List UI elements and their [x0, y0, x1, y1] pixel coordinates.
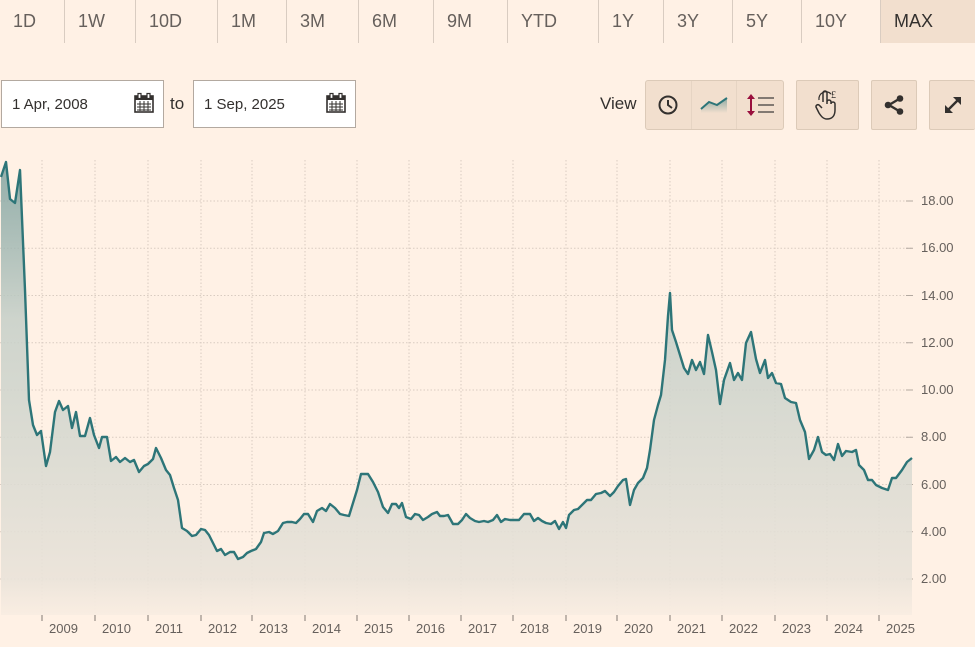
x-tick-label: 2016: [416, 621, 445, 636]
share-icon: [884, 95, 904, 115]
x-tick-label: 2021: [677, 621, 706, 636]
x-tick-label: 2012: [208, 621, 237, 636]
range-tab-9m[interactable]: 9M: [434, 0, 508, 43]
clock-icon: [658, 95, 678, 115]
from-date-value: 1 Apr, 2008: [12, 95, 88, 113]
x-tick-label: 2025: [886, 621, 915, 636]
x-tick-label: 2010: [102, 621, 131, 636]
y-tick-label: 16.00: [921, 240, 954, 256]
calendar-icon[interactable]: [133, 92, 155, 114]
chart-area-fill: [1, 162, 912, 615]
x-tick-label: 2013: [259, 621, 288, 636]
view-button-group: [645, 80, 784, 130]
calendar-icon[interactable]: [325, 92, 347, 114]
chart-price-line: [0, 160, 913, 561]
range-tab-1w[interactable]: 1W: [65, 0, 136, 43]
line-spacing-icon: [747, 94, 775, 116]
y-tick-label: 8.00: [921, 429, 947, 445]
range-tab-1y[interactable]: 1Y: [599, 0, 664, 43]
x-tick-label: 2020: [624, 621, 653, 636]
line-chart-icon: [700, 97, 728, 113]
x-tick-label: 2015: [364, 621, 393, 636]
x-tick-label: 2018: [520, 621, 549, 636]
x-tick-label: 2014: [312, 621, 341, 636]
range-tab-1m[interactable]: 1M: [218, 0, 287, 43]
x-tick-label: 2019: [573, 621, 602, 636]
compare-button[interactable]: £: [796, 80, 859, 130]
range-tabs: 1D 1W 10D 1M 3M 6M 9M YTD 1Y 3Y 5Y 10Y MAX: [0, 0, 975, 43]
range-tab-max[interactable]: MAX: [881, 0, 975, 43]
range-tab-5y[interactable]: 5Y: [733, 0, 802, 43]
x-tick-label: 2009: [49, 621, 78, 636]
x-tick-label: 2011: [155, 621, 183, 636]
range-tab-6m[interactable]: 6M: [359, 0, 434, 43]
range-tab-3m[interactable]: 3M: [287, 0, 359, 43]
y-tick-label: 12.00: [921, 334, 954, 350]
x-tick-label: 2024: [834, 621, 863, 636]
view-label: View: [600, 94, 637, 113]
y-tick-label: 2.00: [921, 571, 947, 586]
time-view-button[interactable]: [646, 81, 692, 129]
range-tab-10d[interactable]: 10D: [136, 0, 218, 43]
range-tab-10y[interactable]: 10Y: [802, 0, 881, 43]
x-tick-label: 2017: [468, 621, 497, 636]
range-tab-3y[interactable]: 3Y: [664, 0, 733, 43]
line-chart-view-button[interactable]: [692, 81, 738, 129]
expand-icon: [944, 97, 961, 113]
x-axis-ticks: [41, 615, 880, 621]
y-tick-label: 10.00: [921, 382, 954, 397]
range-tab-1d[interactable]: 1D: [0, 0, 65, 43]
axis-scale-button[interactable]: [737, 81, 783, 129]
to-date-input[interactable]: 1 Sep, 2025: [193, 80, 356, 128]
range-tab-ytd[interactable]: YTD: [508, 0, 599, 43]
price-chart[interactable]: [0, 150, 975, 647]
y-tick-label: 18.00: [921, 193, 954, 208]
x-tick-label: 2023: [782, 621, 811, 636]
expand-button[interactable]: [929, 80, 975, 130]
to-date-value: 1 Sep, 2025: [204, 95, 285, 113]
y-tick-label: 6.00: [921, 476, 947, 492]
to-label: to: [170, 94, 185, 113]
share-button[interactable]: [871, 80, 917, 130]
x-tick-label: 2022: [729, 621, 758, 636]
svg-text:£: £: [831, 90, 836, 101]
y-tick-label: 4.00: [921, 523, 947, 539]
y-tick-label: 14.00: [921, 287, 954, 303]
from-date-input[interactable]: 1 Apr, 2008: [1, 80, 164, 128]
hand-pound-icon: £: [814, 90, 836, 120]
